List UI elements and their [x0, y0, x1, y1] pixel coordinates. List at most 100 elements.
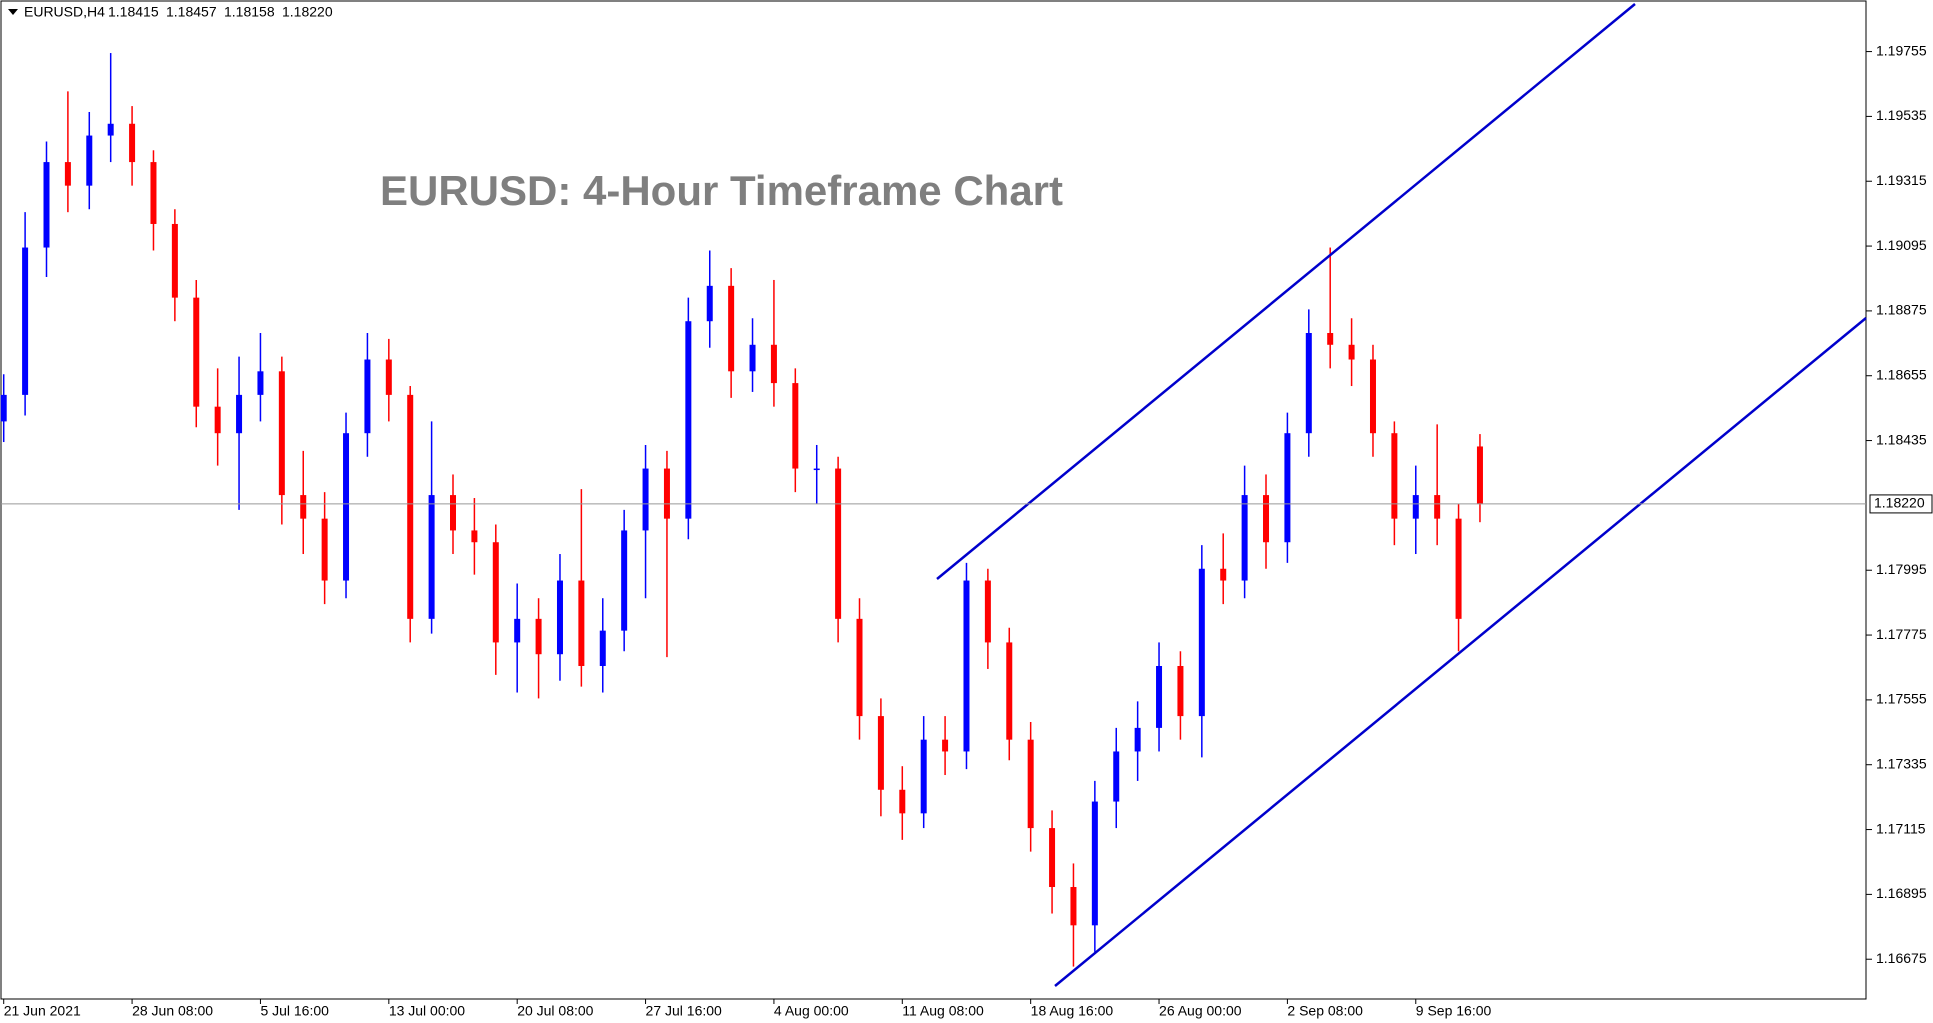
- x-tick-label: 5 Jul 16:00: [260, 1003, 329, 1019]
- body: [621, 530, 628, 631]
- body: [749, 344, 756, 372]
- body: [428, 495, 435, 619]
- body: [1327, 333, 1334, 345]
- body: [706, 285, 713, 322]
- x-tick-label: 20 Jul 08:00: [517, 1003, 593, 1019]
- lower-trend-line: [1054, 317, 1867, 987]
- x-tick-label: 2 Sep 08:00: [1287, 1003, 1363, 1019]
- body: [1241, 495, 1248, 581]
- y-tick-label: 1.18435: [1876, 431, 1927, 447]
- y-tick-label: 1.19315: [1876, 172, 1927, 188]
- body: [1305, 333, 1312, 434]
- body: [450, 495, 457, 531]
- header: EURUSD,H4 1.18415 1.18457 1.18158 1.1822…: [24, 4, 333, 20]
- body: [1284, 433, 1291, 543]
- body: [343, 433, 350, 581]
- body: [22, 247, 29, 395]
- body: [1369, 359, 1376, 434]
- body: [514, 618, 521, 643]
- body: [1412, 495, 1419, 519]
- body: [1113, 751, 1120, 802]
- body: [471, 530, 478, 543]
- x-tick-label: 27 Jul 16:00: [646, 1003, 722, 1019]
- y-tick-label: 1.18655: [1876, 366, 1927, 382]
- y-tick-label: 1.17995: [1876, 561, 1927, 577]
- y-tick-label: 1.16675: [1876, 950, 1927, 966]
- y-tick-label: 1.18875: [1876, 302, 1927, 318]
- body: [300, 495, 307, 519]
- x-tick-label: 9 Sep 16:00: [1416, 1003, 1492, 1019]
- body: [920, 739, 927, 814]
- x-tick-label: 13 Jul 00:00: [389, 1003, 465, 1019]
- chart-title: EURUSD: 4-Hour Timeframe Chart: [380, 167, 1063, 214]
- body: [107, 123, 114, 136]
- y-tick-label: 1.17335: [1876, 755, 1927, 771]
- body: [1070, 887, 1077, 926]
- y-tick-label: 1.19095: [1876, 237, 1927, 253]
- body: [1220, 568, 1227, 581]
- body: [385, 359, 392, 395]
- candles: [0, 53, 1483, 967]
- header-close: 1.18220: [282, 4, 333, 20]
- current-price-label: 1.18220: [1874, 495, 1925, 511]
- body: [321, 518, 328, 581]
- body: [1177, 666, 1184, 717]
- body: [0, 394, 7, 422]
- plot-frame: [0, 0, 1867, 1000]
- body: [193, 297, 200, 407]
- upper-trend-line: [936, 3, 1636, 580]
- body: [1455, 518, 1462, 619]
- y-tick-label: 1.17775: [1876, 626, 1927, 642]
- body: [1134, 727, 1141, 752]
- body: [64, 162, 71, 186]
- body: [364, 359, 371, 434]
- x-tick-label: 26 Aug 00:00: [1159, 1003, 1242, 1019]
- menu-arrow[interactable]: [8, 9, 18, 15]
- body: [1391, 433, 1398, 519]
- header-high: 1.18457: [166, 4, 217, 20]
- body: [942, 739, 949, 752]
- body: [963, 580, 970, 752]
- y-tick-label: 1.19535: [1876, 107, 1927, 123]
- body: [1006, 642, 1013, 740]
- body: [150, 162, 157, 224]
- body: [236, 394, 243, 434]
- header-open: 1.18415: [108, 4, 159, 20]
- current-price-box: [1869, 494, 1933, 514]
- body: [556, 580, 563, 655]
- y-tick-label: 1.17555: [1876, 691, 1927, 707]
- y-tick-label: 1.17115: [1876, 820, 1926, 836]
- body: [86, 135, 93, 186]
- body: [43, 162, 50, 248]
- body: [407, 394, 414, 619]
- body: [856, 618, 863, 717]
- body: [899, 789, 906, 814]
- symbol: EURUSD,H4: [24, 4, 105, 20]
- y-tick-label: 1.16895: [1876, 885, 1927, 901]
- x-tick-label: 4 Aug 00:00: [774, 1003, 849, 1019]
- body: [492, 542, 499, 643]
- x-tick-label: 21 Jun 2021: [4, 1003, 81, 1019]
- y-tick-label: 1.19755: [1876, 42, 1927, 58]
- body: [578, 580, 585, 666]
- body: [214, 406, 221, 434]
- body: [1156, 666, 1163, 728]
- body: [599, 630, 606, 666]
- body: [792, 383, 799, 469]
- body: [770, 344, 777, 384]
- body: [535, 618, 542, 655]
- x-tick-label: 28 Jun 08:00: [132, 1003, 213, 1019]
- body: [1027, 739, 1034, 829]
- body: [663, 468, 670, 519]
- body: [1434, 495, 1441, 519]
- x-tick-label: 11 Aug 08:00: [902, 1003, 984, 1019]
- body: [642, 468, 649, 531]
- body: [171, 223, 178, 298]
- body: [1091, 801, 1098, 926]
- body: [1049, 828, 1056, 888]
- body: [1263, 495, 1270, 543]
- body: [1476, 446, 1483, 504]
- x-tick-label: 18 Aug 16:00: [1031, 1003, 1114, 1019]
- body: [129, 123, 136, 163]
